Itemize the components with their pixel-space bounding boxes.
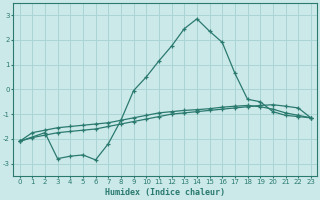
X-axis label: Humidex (Indice chaleur): Humidex (Indice chaleur): [105, 188, 225, 197]
